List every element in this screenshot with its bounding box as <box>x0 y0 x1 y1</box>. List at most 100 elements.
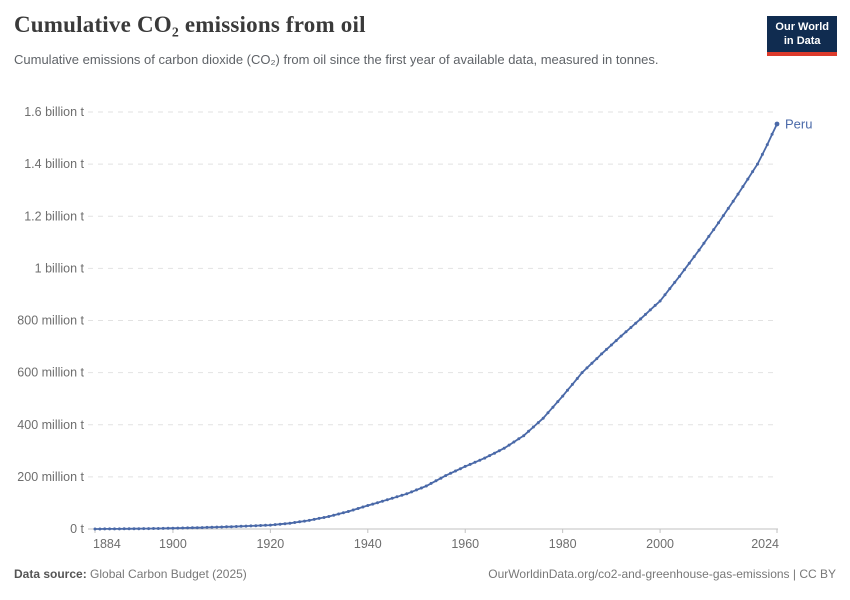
data-point-marker <box>410 490 414 494</box>
y-axis-tick-label: 600 million t <box>17 366 84 380</box>
data-point-marker <box>346 510 350 513</box>
data-point-marker <box>405 492 409 496</box>
emissions-line-chart[interactable]: 0 t 200 million t 400 million t 600 million… <box>0 100 850 560</box>
data-point-marker <box>600 352 604 356</box>
data-point-marker <box>356 507 360 510</box>
x-axis-tick-label: 1980 <box>549 537 577 551</box>
data-point-marker <box>293 521 297 524</box>
data-point-marker <box>327 515 331 518</box>
data-point-marker <box>682 268 686 272</box>
data-point-marker <box>108 527 112 531</box>
data-point-marker <box>332 513 336 517</box>
data-point-marker <box>127 527 131 531</box>
data-point-marker <box>551 405 555 409</box>
y-axis-tick-label: 1 billion t <box>35 261 85 275</box>
data-point-marker <box>337 512 341 516</box>
data-point-marker <box>668 287 672 291</box>
data-point-marker <box>264 523 267 527</box>
data-point-marker <box>205 525 209 529</box>
data-point-marker <box>605 347 608 351</box>
chart-footer: Data source: Global Carbon Budget (2025)… <box>14 567 836 581</box>
data-point-marker <box>190 526 194 530</box>
data-point-marker <box>122 527 126 531</box>
x-axis-tick-label: 1900 <box>159 537 187 551</box>
data-point-marker <box>454 469 457 473</box>
data-point-marker <box>541 416 545 420</box>
data-point-marker <box>458 467 462 471</box>
data-point-marker <box>760 152 764 156</box>
data-point-marker <box>527 429 531 433</box>
data-point-marker <box>595 357 599 361</box>
data-point-marker <box>103 527 107 531</box>
series-entity-label[interactable]: Peru <box>785 116 812 131</box>
data-point-marker <box>507 443 511 447</box>
data-point-marker <box>152 527 155 530</box>
data-point-marker <box>531 425 535 429</box>
data-point-marker <box>273 523 277 527</box>
data-point-marker <box>707 234 711 238</box>
peru-series-line <box>95 123 778 530</box>
data-point-marker <box>468 462 472 466</box>
data-source-value: Global Carbon Budget (2025) <box>86 567 247 581</box>
page-title: Cumulative CO₂ emissions from oil <box>14 12 366 37</box>
data-point-marker <box>424 484 428 488</box>
series-end-marker <box>774 121 780 127</box>
data-point-marker <box>137 527 141 531</box>
y-axis-tick-label: 1.6 billion t <box>24 105 84 119</box>
data-point-marker <box>478 458 482 462</box>
x-axis-tick-label: 1940 <box>354 537 382 551</box>
owid-logo[interactable]: Our World in Data <box>767 16 837 56</box>
data-point-marker <box>731 199 735 203</box>
owid-logo-line1: Our World <box>775 21 829 33</box>
data-point-marker <box>614 339 618 343</box>
data-point-marker <box>439 476 443 480</box>
data-point-marker <box>361 505 365 509</box>
data-point-marker <box>556 400 560 404</box>
data-point-marker <box>220 525 224 529</box>
data-point-marker <box>473 460 477 464</box>
data-point-marker <box>244 524 248 528</box>
data-point-marker <box>512 440 516 444</box>
y-axis-tick-label: 1.2 billion t <box>24 209 84 223</box>
data-point-marker <box>147 527 151 531</box>
data-point-marker <box>566 388 569 392</box>
data-point-marker <box>522 434 526 438</box>
data-point-marker <box>726 206 730 210</box>
data-point-marker <box>770 132 774 136</box>
data-point-marker <box>580 371 584 375</box>
data-point-marker <box>298 520 302 524</box>
data-point-marker <box>132 527 136 531</box>
data-point-marker <box>156 527 160 530</box>
data-point-marker <box>765 143 769 147</box>
data-point-marker <box>278 522 282 526</box>
data-point-marker <box>117 527 121 531</box>
data-point-marker <box>493 451 496 455</box>
data-point-marker <box>317 516 321 520</box>
data-point-marker <box>283 522 287 526</box>
y-axis-tick-label: 800 million t <box>17 314 84 328</box>
chart-canvas[interactable]: 0 t 200 million t 400 million t 600 million… <box>0 100 850 560</box>
data-point-marker <box>517 437 521 441</box>
data-point-marker <box>721 214 725 218</box>
data-point-marker <box>415 488 418 492</box>
data-point-marker <box>717 221 720 225</box>
data-source-note: Data source: Global Carbon Budget (2025) <box>14 567 247 581</box>
data-point-marker <box>712 228 716 232</box>
data-point-marker <box>303 519 306 523</box>
data-point-marker <box>536 421 540 425</box>
data-point-marker <box>746 177 750 181</box>
y-axis-tick-label: 400 million t <box>17 418 84 432</box>
y-axis-tick-label: 0 t <box>70 522 84 536</box>
data-point-marker <box>234 525 238 528</box>
data-point-marker <box>225 525 228 529</box>
data-point-marker <box>288 521 292 525</box>
owid-credit-link[interactable]: OurWorldinData.org/co2-and-greenhouse-ga… <box>488 567 836 581</box>
data-point-marker <box>687 261 691 265</box>
data-source-label: Data source: <box>14 567 87 581</box>
data-point-marker <box>93 527 97 531</box>
data-point-marker <box>756 162 759 166</box>
data-point-marker <box>200 526 204 530</box>
data-point-marker <box>215 525 219 529</box>
data-point-marker <box>259 524 263 527</box>
data-point-marker <box>366 504 370 507</box>
